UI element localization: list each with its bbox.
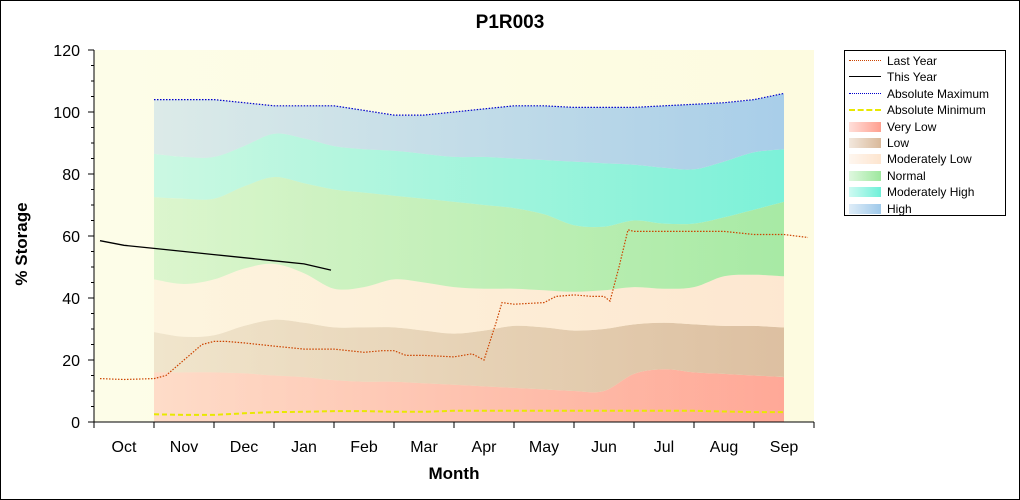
chart-title: P1R003 — [475, 12, 545, 33]
legend-item: Low — [845, 135, 1005, 151]
legend-label: Very Low — [887, 119, 937, 134]
legend: Last Year This Year Absolute Maximum Absolu… — [844, 50, 1006, 216]
legend-label: Last Year — [887, 54, 938, 68]
x-tick-label: Oct — [112, 439, 137, 456]
legend-item: Last Year — [845, 53, 1005, 69]
x-axis-title: Month — [428, 464, 480, 483]
legend-label: Absolute Maximum — [887, 86, 990, 101]
x-tick-label: Sep — [770, 439, 799, 456]
legend-label: Normal — [887, 168, 926, 183]
x-tick-label: Nov — [170, 439, 198, 456]
x-tick-label: Mar — [410, 439, 438, 456]
legend-line-marker — [849, 92, 881, 94]
band-mod-high — [154, 133, 784, 228]
y-tick-label: 40 — [62, 291, 80, 308]
series-line-this-year — [99, 240, 332, 271]
series-line-absolute-minimum — [153, 409, 784, 416]
y-tick-label: 20 — [62, 353, 80, 370]
y-tick-label: 0 — [71, 415, 80, 432]
legend-item: Normal — [845, 168, 1005, 184]
legend-line-marker — [849, 109, 881, 112]
x-tick-label: Jun — [591, 439, 617, 456]
legend-label: Moderately High — [887, 185, 975, 200]
x-tick-label: May — [529, 439, 559, 456]
legend-line-marker — [849, 76, 881, 78]
legend-item: This Year — [845, 69, 1005, 85]
x-tick-label: Aug — [710, 439, 738, 456]
legend-item: High — [845, 201, 1005, 217]
legend-swatch — [849, 154, 881, 165]
legend-swatch — [849, 138, 881, 148]
legend-swatch — [849, 203, 881, 214]
legend-label: This Year — [887, 70, 938, 85]
y-axis-title: % Storage — [12, 202, 31, 286]
y-tick-label: 80 — [62, 167, 80, 184]
legend-item: Moderately High — [845, 184, 1005, 200]
legend-item: Absolute Maximum — [845, 86, 1005, 102]
band-very-low — [154, 369, 784, 422]
legend-label: Absolute Minimum — [887, 103, 986, 118]
band-normal — [154, 177, 784, 292]
legend-label: Moderately Low — [887, 152, 972, 167]
y-tick-label: 100 — [53, 105, 80, 122]
y-tick-label: 120 — [53, 43, 80, 60]
legend-swatch — [849, 121, 881, 132]
x-tick-label: Jan — [291, 439, 317, 456]
y-tick-label: 60 — [62, 229, 80, 246]
legend-swatch — [849, 170, 881, 181]
x-tick-label: Feb — [350, 439, 378, 456]
x-tick-label: Jul — [654, 439, 674, 456]
band-low — [154, 319, 784, 393]
legend-item: Absolute Minimum — [845, 102, 1005, 118]
legend-item: Very Low — [845, 119, 1005, 135]
band-mod-low — [154, 263, 784, 338]
band-high — [154, 93, 784, 170]
legend-label: High — [887, 201, 912, 216]
x-tick-label: Apr — [472, 439, 498, 456]
series-line-absolute-maximum — [154, 92, 785, 116]
x-tick-label: Dec — [230, 439, 258, 456]
legend-line-marker — [849, 60, 881, 61]
legend-swatch — [849, 187, 881, 198]
legend-label: Low — [887, 136, 910, 150]
legend-item: Moderately Low — [845, 151, 1005, 167]
